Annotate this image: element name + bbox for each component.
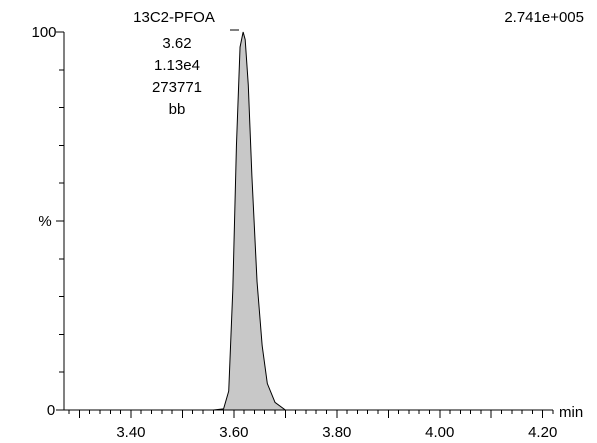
x-tick-label: 4.20 [528,424,557,441]
y-ticks [56,31,64,411]
max-intensity-label: 2.741e+005 [504,9,584,26]
peak-area-label: 273771 [152,79,202,96]
x-axis-label: min [559,404,583,421]
x-ticks [68,410,554,418]
retention-time-label: 3.62 [162,35,191,52]
peak-height-label: 1.13e4 [154,57,200,74]
y-axis-label: % [38,213,51,230]
x-tick-label: 3.60 [219,424,248,441]
y-tick-label-0: 0 [47,402,55,419]
peak-name-label: 13C2-PFOA [133,9,215,26]
baseline-type-label: bb [169,101,186,118]
x-tick-label: 4.00 [425,424,454,441]
y-tick-label-100: 100 [31,24,56,41]
peak-area [213,31,287,411]
x-tick-label: 3.40 [116,424,145,441]
series [64,31,553,411]
x-tick-labels: 3.40 3.60 3.80 4.00 4.20 [116,424,557,441]
peak-annotation: 13C2-PFOA 3.62 1.13e4 273771 bb [133,9,239,118]
x-tick-label: 3.80 [322,424,351,441]
